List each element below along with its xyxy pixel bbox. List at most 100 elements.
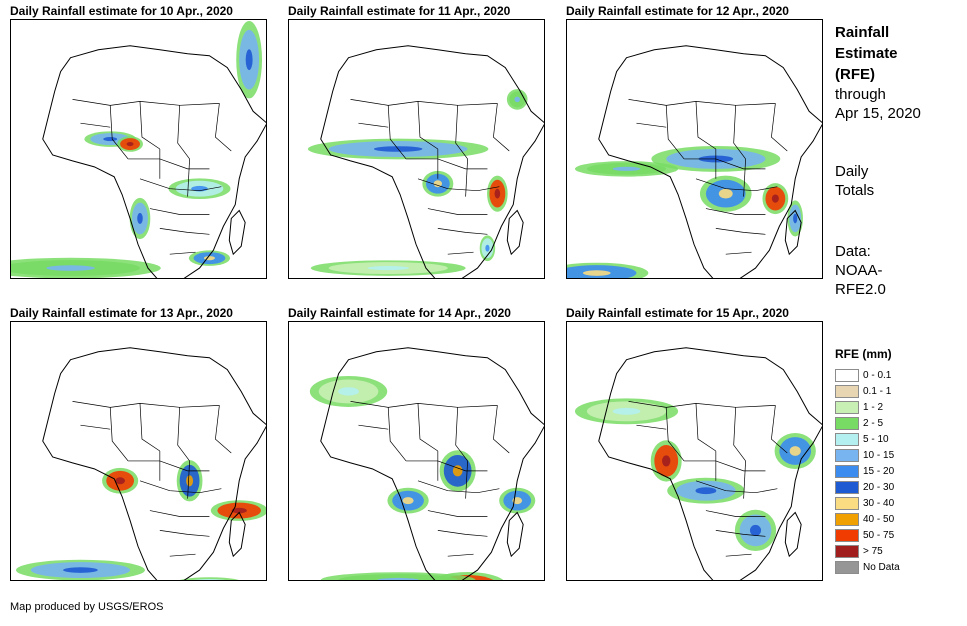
- map-svg: [567, 45, 822, 278]
- rain-core: [514, 96, 520, 103]
- legend-item: 0.1 - 1: [835, 383, 955, 399]
- country-border: [437, 530, 488, 537]
- country-border: [636, 424, 667, 430]
- country-border: [705, 208, 766, 215]
- country-border: [149, 510, 210, 517]
- continent-outline: [42, 347, 266, 580]
- country-border: [406, 158, 488, 170]
- rain-core: [377, 577, 419, 580]
- rainfall-map: [288, 19, 545, 279]
- legend-swatch: [835, 496, 859, 510]
- rain-core: [338, 387, 359, 396]
- legend-label: 1 - 2: [863, 401, 884, 413]
- totals-label: Daily Totals: [835, 162, 960, 200]
- legend-label: 0.1 - 1: [863, 385, 892, 397]
- country-border: [493, 405, 510, 454]
- legend-item: 15 - 20: [835, 463, 955, 479]
- rain-core: [126, 141, 134, 147]
- country-border: [455, 105, 468, 160]
- country-border: [733, 105, 746, 160]
- rainfall-map: [10, 321, 267, 581]
- legend-item: 40 - 50: [835, 511, 955, 527]
- country-border: [665, 105, 685, 160]
- rain-core: [452, 465, 463, 477]
- map-svg: [309, 347, 544, 580]
- country-border: [109, 105, 129, 160]
- map-svg: [574, 347, 822, 580]
- rain-core: [103, 136, 118, 142]
- legend-label: 30 - 40: [863, 497, 895, 509]
- data-source-line: Data:: [835, 243, 871, 260]
- map-svg: [307, 45, 544, 278]
- totals-line: Daily: [835, 163, 869, 180]
- legend-swatch: [835, 368, 859, 382]
- map-svg: [15, 347, 266, 580]
- data-source-line: NOAA-: [835, 262, 883, 279]
- legend-item: 20 - 30: [835, 479, 955, 495]
- panel-title: Daily Rainfall estimate for 12 Apr., 202…: [566, 4, 789, 18]
- rainfall-map: [566, 19, 823, 279]
- legend-item: 1 - 2: [835, 399, 955, 415]
- rain-core: [749, 524, 762, 536]
- country-border: [169, 251, 196, 255]
- country-border: [695, 480, 778, 494]
- legend-label: > 75: [863, 545, 883, 557]
- rain-core: [367, 265, 410, 271]
- legend: RFE (mm) 0 - 0.1 0.1 - 1 1 - 2 2 - 5 5 - 10 1…: [835, 347, 955, 575]
- legend-swatch: [835, 528, 859, 542]
- country-border: [447, 251, 474, 255]
- country-border: [177, 105, 190, 160]
- rain-core: [718, 188, 733, 199]
- panel-title: Daily Rainfall estimate for 13 Apr., 202…: [10, 306, 233, 320]
- country-border: [159, 228, 210, 235]
- country-border: [743, 158, 746, 197]
- country-border: [455, 407, 468, 462]
- country-border: [169, 553, 196, 557]
- sidebar-title-line: (RFE): [835, 66, 875, 83]
- country-border: [465, 460, 468, 499]
- map-svg: [11, 20, 266, 278]
- legend-rows: 0 - 0.1 0.1 - 1 1 - 2 2 - 5 5 - 10 10 - 15 15 …: [835, 367, 955, 575]
- country-border: [187, 158, 190, 197]
- rainfall-map: [10, 19, 267, 279]
- country-border: [406, 460, 488, 472]
- madagascar-outline: [228, 209, 246, 256]
- map-panel-apr15: Daily Rainfall estimate for 15 Apr., 202…: [566, 306, 826, 586]
- legend-swatch: [835, 432, 859, 446]
- country-border: [705, 510, 766, 517]
- madagascar-outline: [506, 209, 524, 256]
- country-border: [743, 460, 746, 499]
- country-border: [427, 208, 488, 215]
- country-border: [149, 208, 210, 215]
- legend-item: No Data: [835, 559, 955, 575]
- legend-label: 10 - 15: [863, 449, 895, 461]
- rainfall-map: [566, 321, 823, 581]
- country-border: [215, 405, 232, 454]
- country-border: [177, 407, 190, 462]
- rain-core: [63, 567, 98, 573]
- rain-core: [402, 497, 414, 505]
- legend-swatch: [835, 384, 859, 398]
- country-border: [417, 403, 439, 452]
- madagascar-outline: [228, 511, 246, 558]
- country-border: [215, 103, 232, 152]
- rain-area: [179, 577, 240, 580]
- legend-swatch: [835, 448, 859, 462]
- country-border: [695, 178, 778, 192]
- rain-core: [582, 270, 611, 276]
- totals-line: Totals: [835, 182, 875, 199]
- country-border: [187, 460, 190, 499]
- continent-outline: [598, 347, 822, 580]
- credit-text: Map produced by USGS/EROS: [10, 601, 164, 613]
- country-border: [695, 101, 717, 150]
- rainfall-map: [288, 321, 545, 581]
- country-border: [139, 101, 161, 150]
- country-border: [139, 403, 161, 452]
- madagascar-outline: [784, 209, 802, 256]
- legend-swatch: [835, 464, 859, 478]
- rain-core: [231, 507, 247, 514]
- legend-swatch: [835, 400, 859, 414]
- country-border: [159, 530, 210, 537]
- rain-core: [186, 475, 194, 487]
- continent-outline: [320, 347, 544, 580]
